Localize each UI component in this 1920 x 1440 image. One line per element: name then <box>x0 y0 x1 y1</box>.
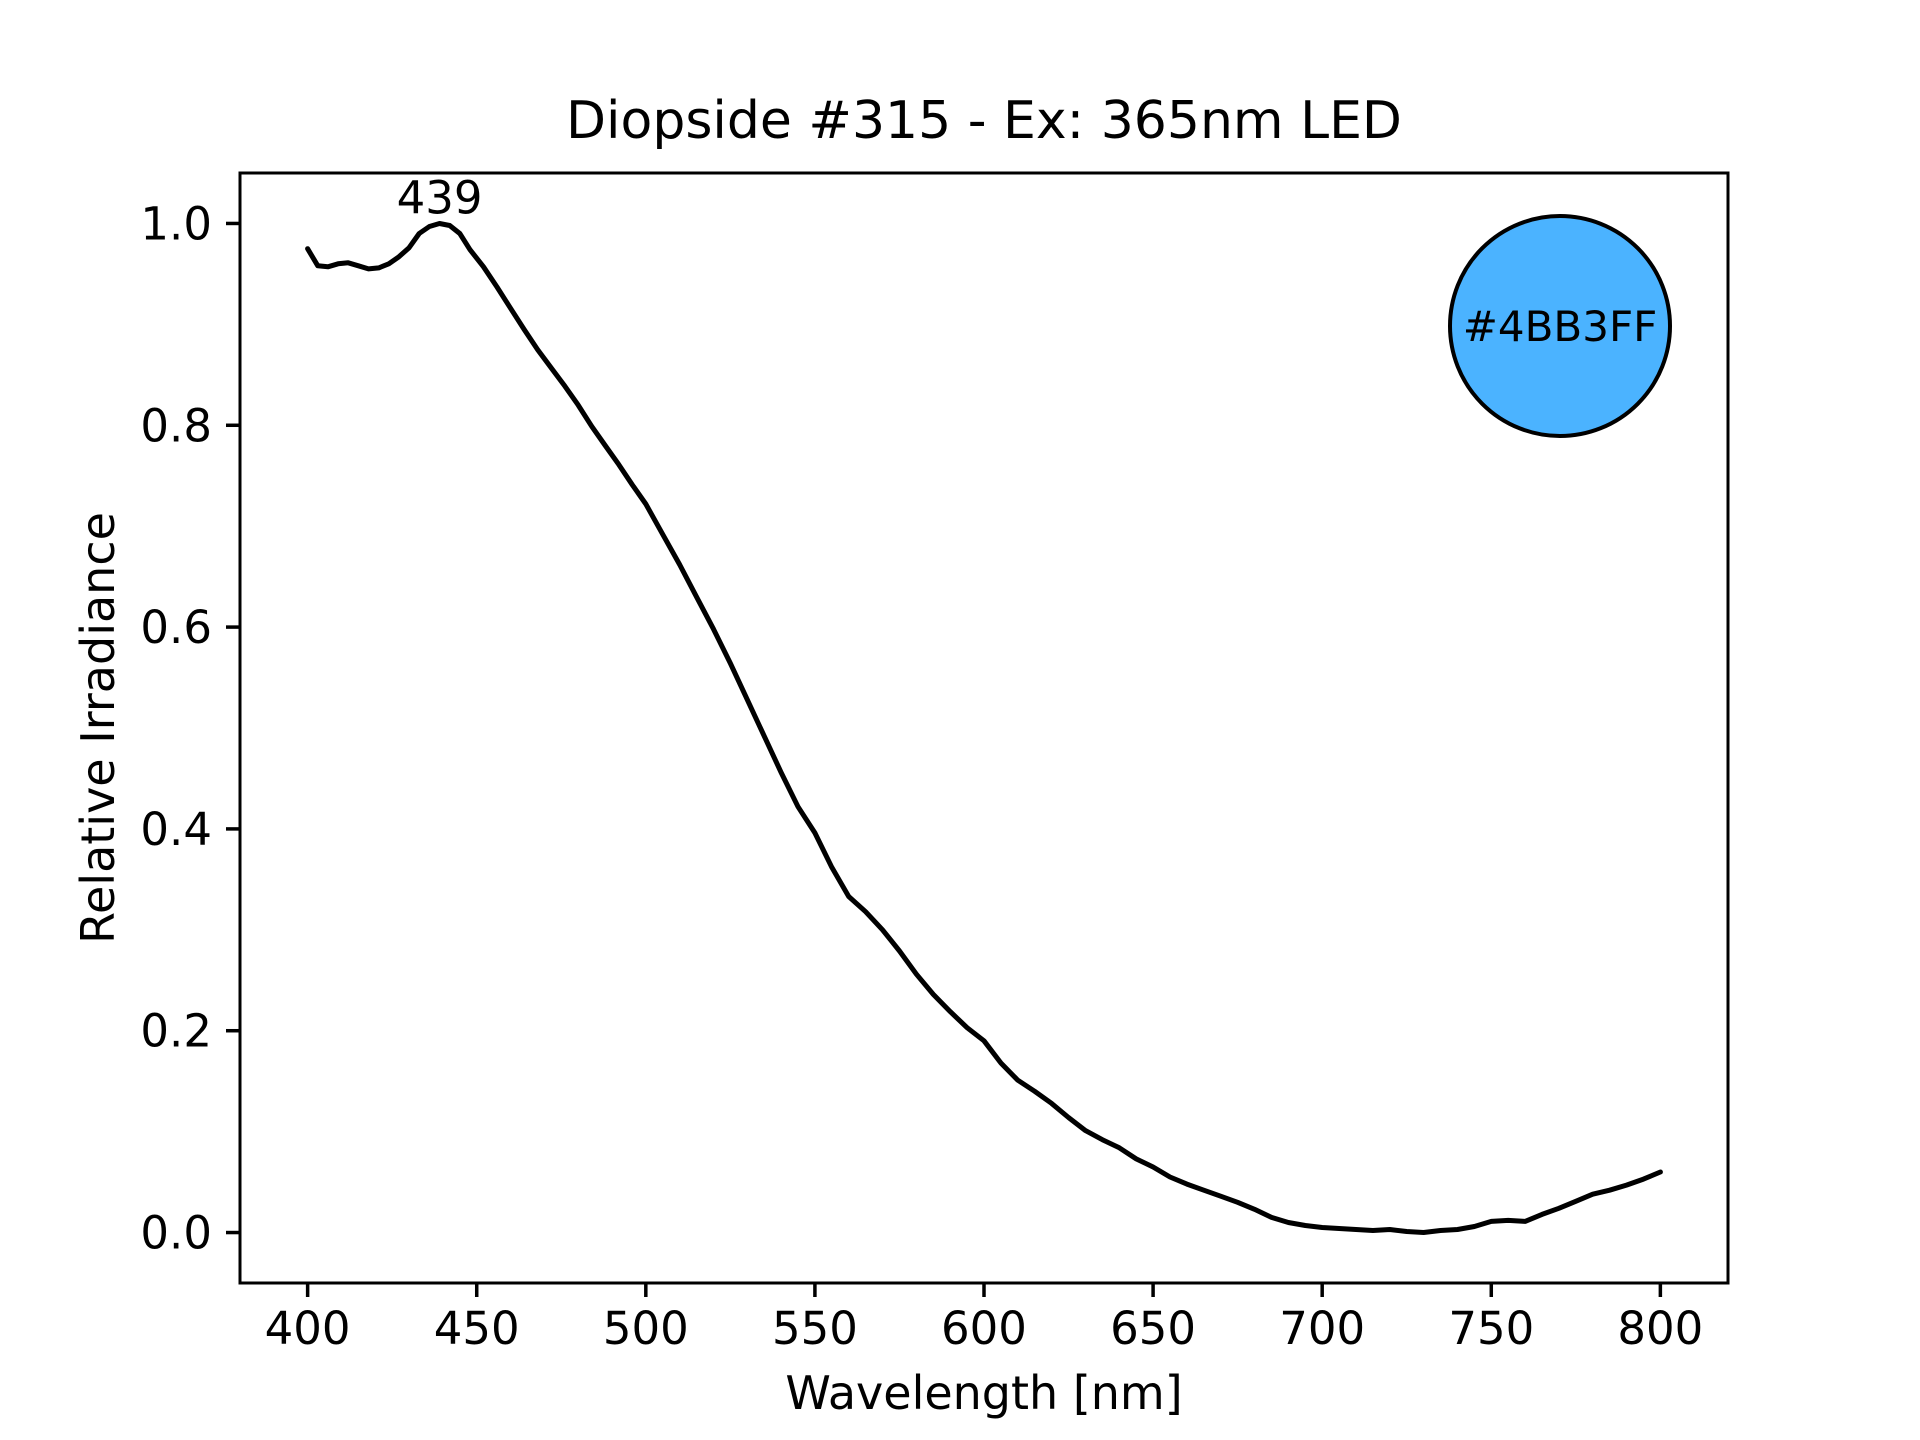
x-tick-label: 500 <box>603 1302 689 1355</box>
y-tick-label: 1.0 <box>140 197 212 250</box>
x-tick-label: 600 <box>941 1302 1027 1355</box>
color-swatch-circle: #4BB3FF <box>1448 214 1672 438</box>
y-tick-label: 0.8 <box>140 399 212 452</box>
x-tick-label: 450 <box>434 1302 520 1355</box>
x-tick-label: 650 <box>1110 1302 1196 1355</box>
y-tick-label: 0.2 <box>140 1005 212 1058</box>
swatch-label: #4BB3FF <box>1462 301 1658 351</box>
y-tick-label: 0.0 <box>140 1207 212 1260</box>
x-tick-label: 800 <box>1617 1302 1703 1355</box>
x-tick-label: 750 <box>1448 1302 1534 1355</box>
spectrum-curve <box>305 221 1663 1235</box>
x-tick-label: 700 <box>1279 1302 1365 1355</box>
y-tick-label: 0.4 <box>140 803 212 856</box>
peak-annotation: 439 <box>397 171 483 224</box>
x-tick-label: 400 <box>265 1302 351 1355</box>
chart-title: Diopside #315 - Ex: 365nm LED <box>566 91 1402 151</box>
x-axis-label: Wavelength [nm] <box>785 1366 1183 1420</box>
y-tick-label: 0.6 <box>140 601 212 654</box>
x-tick-label: 550 <box>772 1302 858 1355</box>
